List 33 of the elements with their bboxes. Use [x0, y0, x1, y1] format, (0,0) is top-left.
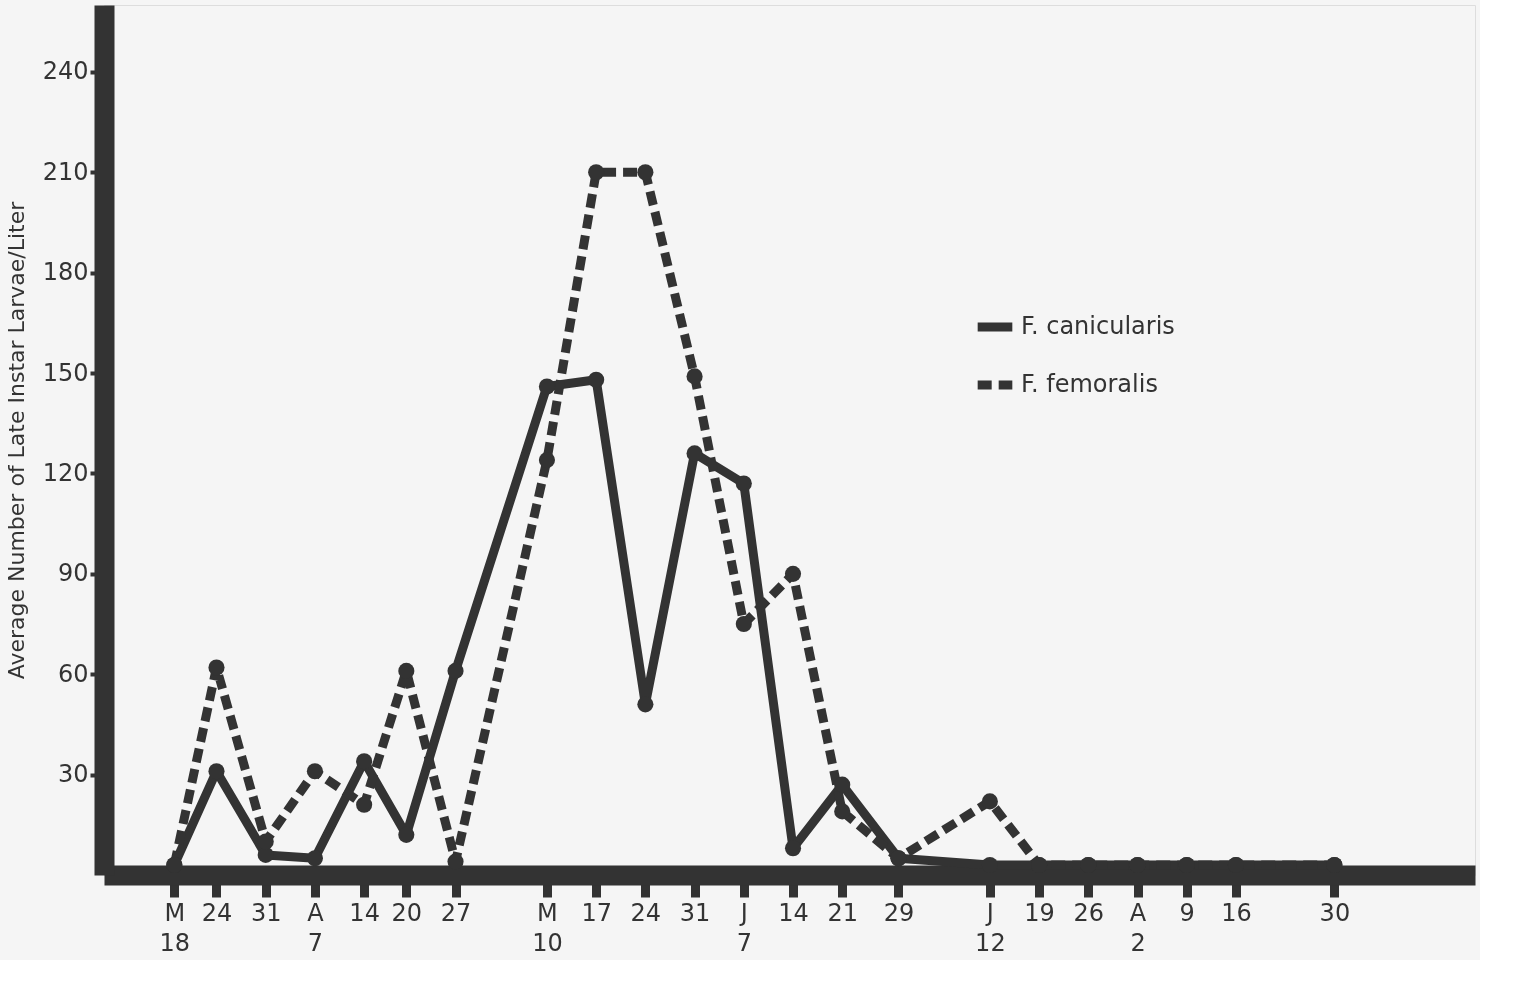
x-tick-label: M 18: [159, 898, 191, 957]
x-tick-label: 31: [679, 898, 711, 927]
y-tick-label: 90: [57, 559, 89, 588]
x-tick-label: 9: [1179, 898, 1195, 927]
legend-label: F. femoralis: [1021, 370, 1158, 398]
y-tick-label: 60: [57, 659, 89, 688]
x-tick-label: 31: [250, 898, 282, 927]
x-tick-label: M 10: [532, 898, 563, 957]
x-tick-label: A 2: [1129, 898, 1147, 957]
y-tick-label: 180: [42, 258, 89, 287]
x-tick-label: 19: [1024, 898, 1055, 927]
y-axis-title: Average Number of Late Instar Larvae/Liter: [3, 200, 29, 680]
x-tick-label: 24: [630, 898, 662, 927]
x-tick-label: 16: [1221, 898, 1252, 927]
x-tick-label: 24: [201, 898, 233, 927]
x-tick-label: 21: [827, 898, 858, 927]
x-tick-label: 14: [349, 898, 380, 927]
x-tick-label: 20: [391, 898, 423, 927]
x-tick-label: J 7: [736, 898, 752, 957]
x-tick-label: 17: [581, 898, 612, 927]
y-tick-label: 150: [42, 358, 89, 387]
x-tick-label: 30: [1319, 898, 1351, 927]
y-tick-label: 240: [42, 57, 89, 86]
y-tick-label: 210: [42, 157, 89, 186]
x-tick-label: A 7: [307, 898, 325, 957]
y-tick-label: 30: [57, 760, 89, 789]
x-tick-label: 26: [1073, 898, 1105, 927]
x-tick-label: J 12: [975, 898, 1006, 957]
x-tick-label: 27: [440, 898, 472, 927]
y-tick-label: 120: [42, 458, 89, 487]
legend-label: F. canicularis: [1021, 312, 1175, 340]
x-tick-label: 14: [778, 898, 809, 927]
x-tick-label: 29: [883, 898, 915, 927]
